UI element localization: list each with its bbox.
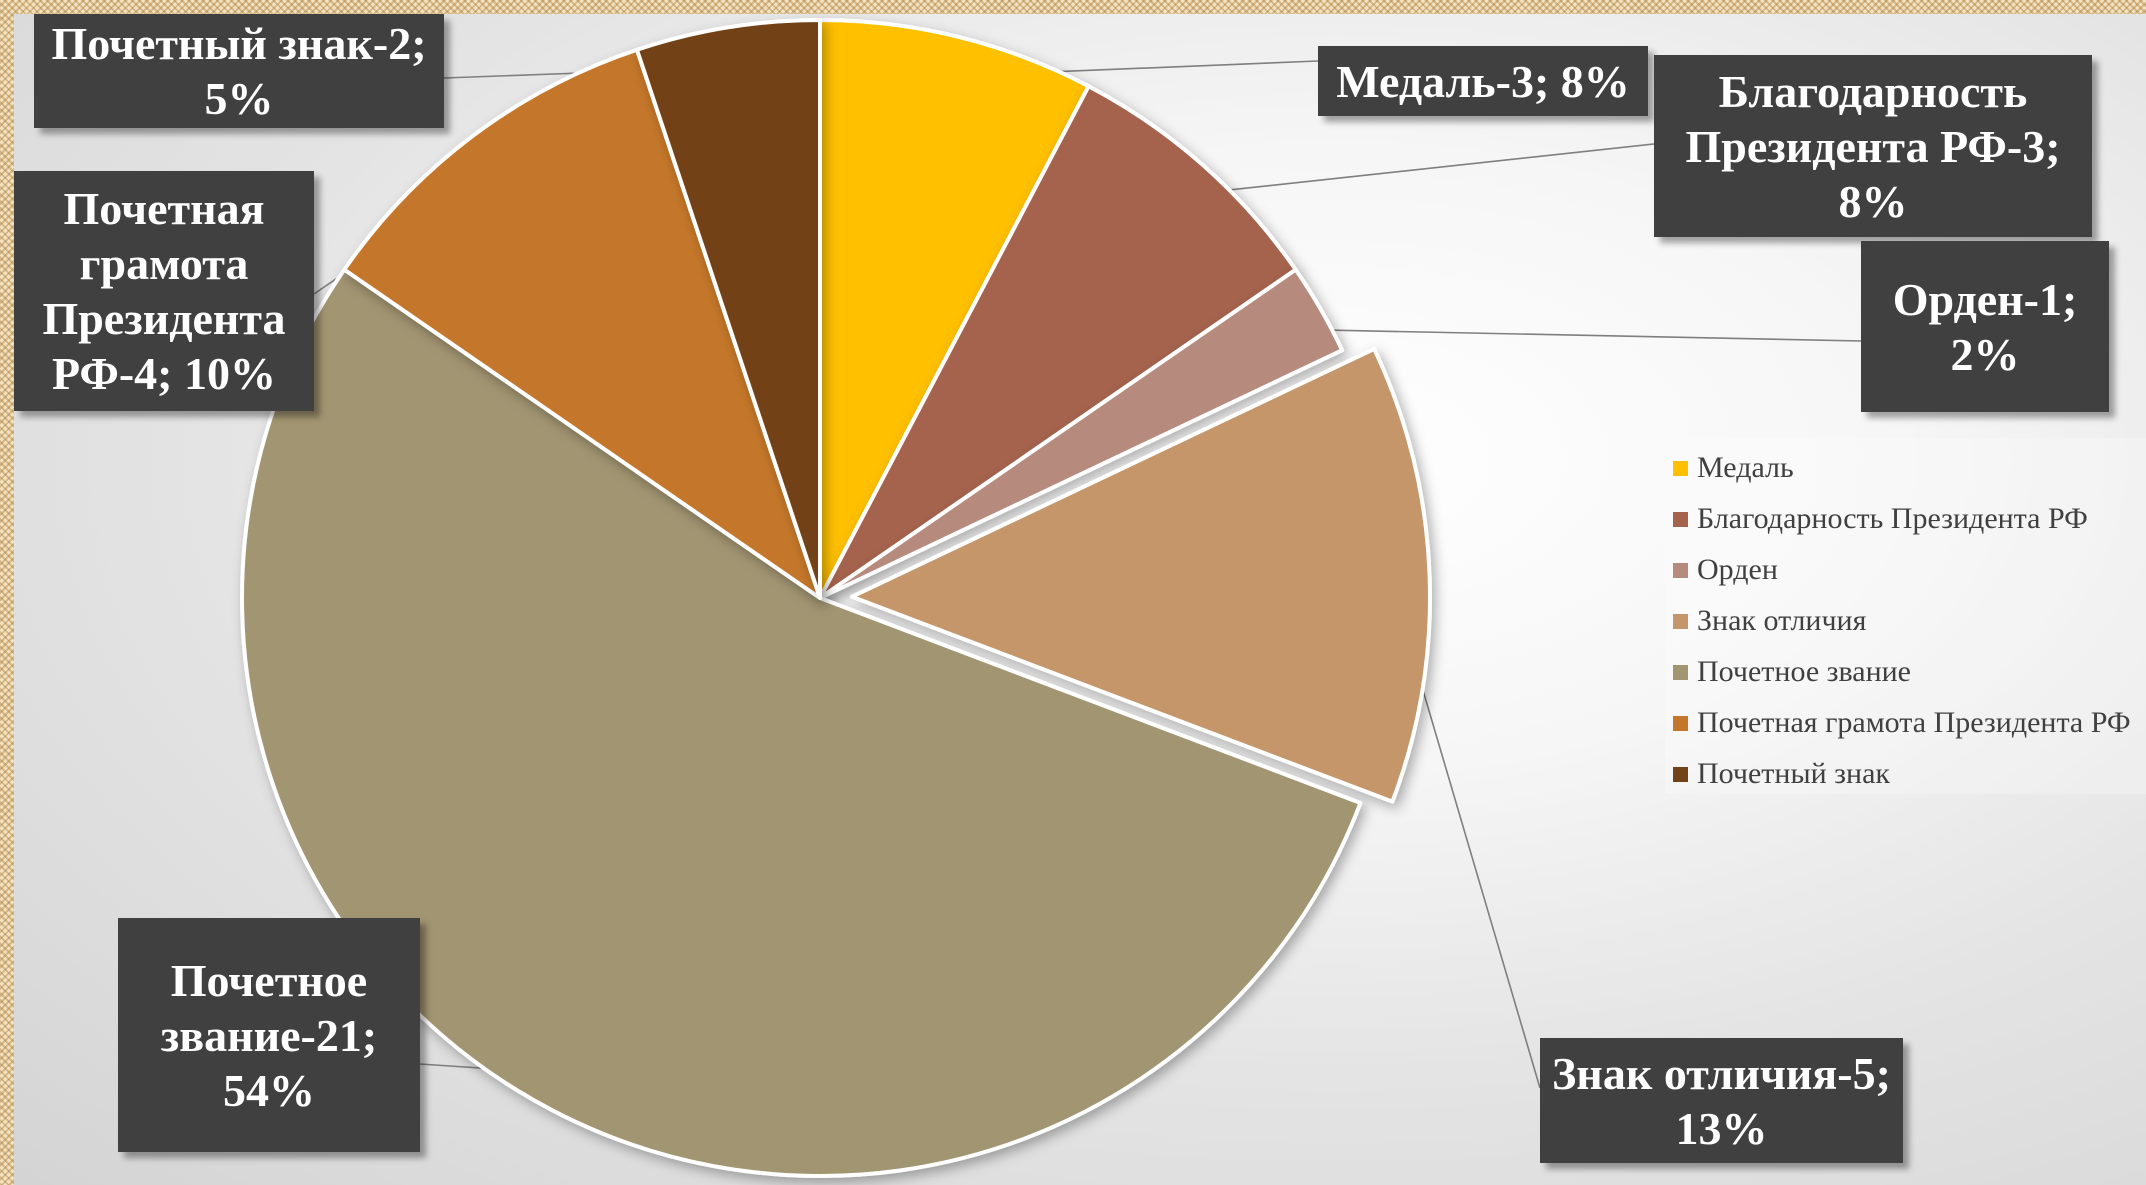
legend-item: Медаль xyxy=(1673,448,1794,488)
legend-swatch xyxy=(1673,562,1688,578)
data-label-distinction-badge: Знак отличия-5; 13% xyxy=(1540,1038,1903,1163)
chart-legend: Медаль Благодарность Президента РФ Орден… xyxy=(1665,438,2146,794)
pie-slice-president-gratitude xyxy=(818,84,1298,600)
data-label-president-gratitude: Благодарность Президента РФ-3; 8% xyxy=(1654,55,2092,237)
legend-swatch xyxy=(1673,664,1688,680)
data-label-honorary-title: Почетное звание-21; 54% xyxy=(118,918,420,1152)
pie-slice-medal xyxy=(818,18,1091,600)
pie-slice-honorary-title xyxy=(240,267,1363,1178)
pie-slice-honorary-diploma xyxy=(342,47,822,600)
leader-line-president-gratitude xyxy=(1176,143,1655,197)
pie-slices xyxy=(240,18,1432,1178)
legend-swatch xyxy=(1673,460,1688,476)
pie-slice-honorary-badge xyxy=(634,18,822,600)
pie-slice-distinction-badge xyxy=(849,346,1432,804)
legend-swatch xyxy=(1673,766,1688,782)
leader-line-order xyxy=(1285,328,1862,342)
pie-slice-order xyxy=(818,267,1345,600)
legend-item: Почетный знак xyxy=(1673,754,1890,794)
legend-swatch xyxy=(1673,511,1688,527)
legend-swatch xyxy=(1673,613,1688,629)
legend-item: Благодарность Президента РФ xyxy=(1673,499,2088,539)
pie-chart xyxy=(240,18,1862,1178)
legend-item: Почетное звание xyxy=(1673,652,1911,692)
chart-panel: Медаль-3; 8% Благодарность Президента РФ-… xyxy=(14,14,2146,1185)
legend-item: Почетная грамота Президента РФ xyxy=(1673,703,2131,743)
legend-swatch xyxy=(1673,715,1688,731)
legend-item: Знак отличия xyxy=(1673,601,1866,641)
data-label-medal: Медаль-3; 8% xyxy=(1318,46,1648,116)
legend-item: Орден xyxy=(1673,550,1778,590)
data-label-order: Орден-1; 2% xyxy=(1861,241,2109,412)
data-label-honorary-diploma: Почетная грамота Президента РФ-4; 10% xyxy=(14,171,314,411)
data-label-honorary-badge: Почетный знак-2; 5% xyxy=(34,14,444,128)
